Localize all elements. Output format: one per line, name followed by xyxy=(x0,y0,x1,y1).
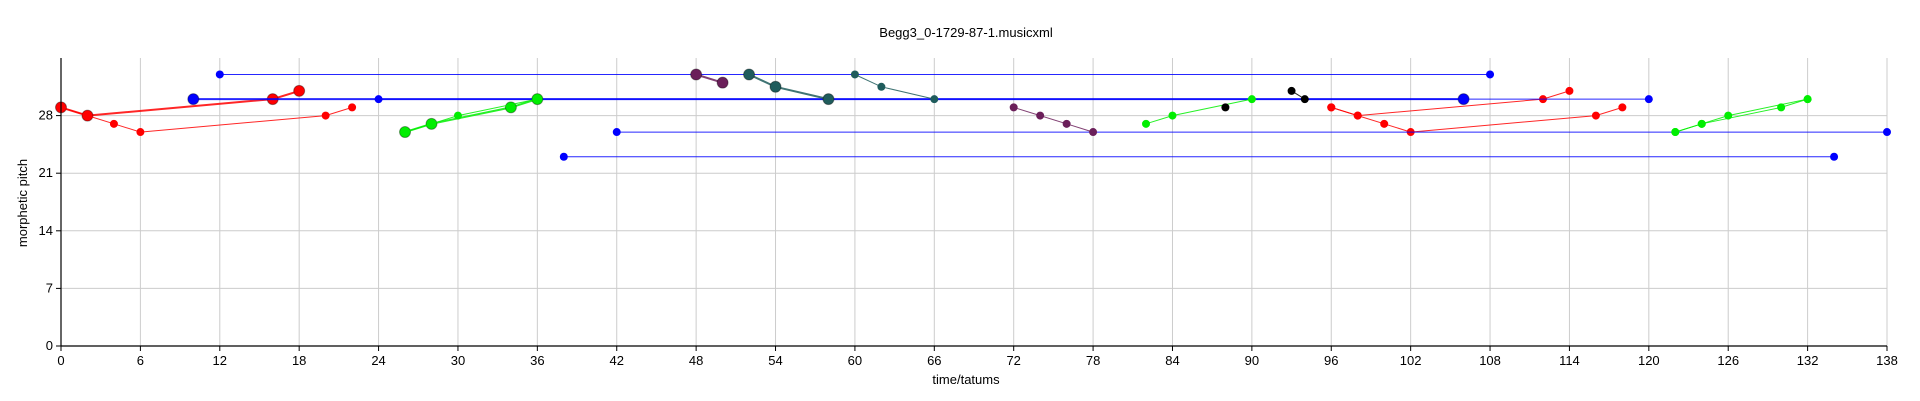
x-tick-label: 66 xyxy=(927,353,941,368)
series-4 xyxy=(743,68,939,106)
data-layer xyxy=(55,68,1891,161)
data-point xyxy=(1380,119,1389,128)
data-point xyxy=(136,128,145,137)
x-tick-label: 48 xyxy=(689,353,703,368)
data-point xyxy=(1830,152,1839,161)
y-tick-label: 28 xyxy=(39,108,53,123)
data-point xyxy=(1168,111,1177,120)
data-point xyxy=(1565,86,1574,95)
x-tick-label: 78 xyxy=(1086,353,1100,368)
x-tick-label: 126 xyxy=(1717,353,1739,368)
data-point xyxy=(215,70,224,79)
data-point xyxy=(427,119,436,128)
x-axis-title: time/tatums xyxy=(932,372,1000,387)
data-point xyxy=(1036,111,1045,120)
x-tick-label: 114 xyxy=(1559,353,1580,368)
data-point xyxy=(559,152,568,161)
x-tick-label: 6 xyxy=(137,353,144,368)
data-point xyxy=(716,76,729,89)
x-tick-label: 24 xyxy=(371,353,385,368)
series-5 xyxy=(1221,86,1309,112)
series-line xyxy=(748,73,829,101)
data-point xyxy=(401,128,410,137)
series-line xyxy=(1331,90,1570,117)
series-2 xyxy=(399,93,1812,139)
axis-layer: 0 6 12 18 24 30 36 42 48 54 60 66 72 78 84 90 96 102 108 11… xyxy=(39,58,1898,368)
data-point xyxy=(769,80,782,93)
series-line xyxy=(60,89,300,117)
data-point xyxy=(930,95,939,104)
chart-title: Begg3_0-1729-87-1.musicxml xyxy=(879,25,1053,40)
series-line xyxy=(404,98,538,133)
data-point xyxy=(1883,128,1891,137)
series-line xyxy=(1013,106,1094,133)
data-point xyxy=(1300,95,1309,104)
series-3 xyxy=(690,68,1098,137)
data-point xyxy=(348,103,357,112)
x-tick-label: 120 xyxy=(1638,353,1660,368)
series-0 xyxy=(55,84,1627,137)
data-point xyxy=(1353,111,1362,120)
x-tick-label: 138 xyxy=(1876,353,1898,368)
data-point xyxy=(109,119,118,128)
y-tick-label: 0 xyxy=(46,338,53,353)
data-point xyxy=(1486,70,1495,79)
x-tick-label: 18 xyxy=(292,353,306,368)
x-tick-label: 30 xyxy=(451,353,465,368)
data-point xyxy=(321,111,330,120)
data-point xyxy=(690,68,703,81)
data-point xyxy=(1089,128,1098,137)
data-point xyxy=(612,128,621,137)
x-tick-label: 72 xyxy=(1006,353,1020,368)
data-point xyxy=(1142,119,1151,128)
series-line xyxy=(1331,106,1623,133)
data-point xyxy=(1062,119,1071,128)
data-point xyxy=(1287,86,1296,95)
data-point xyxy=(1327,103,1336,112)
x-tick-label: 132 xyxy=(1797,353,1819,368)
data-point xyxy=(1803,95,1812,104)
x-tick-label: 60 xyxy=(848,353,862,368)
data-point xyxy=(533,95,542,104)
data-point xyxy=(1697,119,1706,128)
data-point xyxy=(1671,128,1680,137)
data-point xyxy=(743,68,756,81)
data-point xyxy=(1009,103,1018,112)
data-point xyxy=(1618,103,1627,112)
data-point xyxy=(1777,103,1786,112)
data-point xyxy=(504,101,517,114)
data-point xyxy=(453,111,462,120)
x-tick-label: 84 xyxy=(1165,353,1179,368)
x-tick-label: 42 xyxy=(610,353,624,368)
data-point xyxy=(83,111,92,120)
x-tick-label: 108 xyxy=(1479,353,1501,368)
grid-layer xyxy=(60,58,1888,347)
x-tick-label: 36 xyxy=(530,353,544,368)
series-line xyxy=(854,74,935,100)
data-point xyxy=(187,93,200,106)
x-tick-label: 54 xyxy=(768,353,782,368)
x-tick-label: 90 xyxy=(1245,353,1259,368)
data-point xyxy=(1247,95,1256,104)
y-tick-label: 14 xyxy=(39,223,53,238)
x-tick-label: 12 xyxy=(213,353,227,368)
data-point xyxy=(293,84,306,97)
data-point xyxy=(822,93,835,106)
data-point xyxy=(374,95,383,104)
data-point xyxy=(1644,95,1653,104)
x-tick-label: 0 xyxy=(57,353,64,368)
y-tick-label: 21 xyxy=(39,165,53,180)
data-point xyxy=(1221,103,1230,112)
series-line xyxy=(1145,98,1253,125)
data-point xyxy=(1591,111,1600,120)
series-line xyxy=(1675,98,1808,133)
series-line xyxy=(60,106,353,133)
y-tick-label: 7 xyxy=(46,280,53,295)
data-point xyxy=(877,82,886,91)
y-axis-title: morphetic pitch xyxy=(15,159,30,247)
x-tick-label: 96 xyxy=(1324,353,1338,368)
data-point xyxy=(850,70,859,79)
x-tick-label: 102 xyxy=(1400,353,1422,368)
